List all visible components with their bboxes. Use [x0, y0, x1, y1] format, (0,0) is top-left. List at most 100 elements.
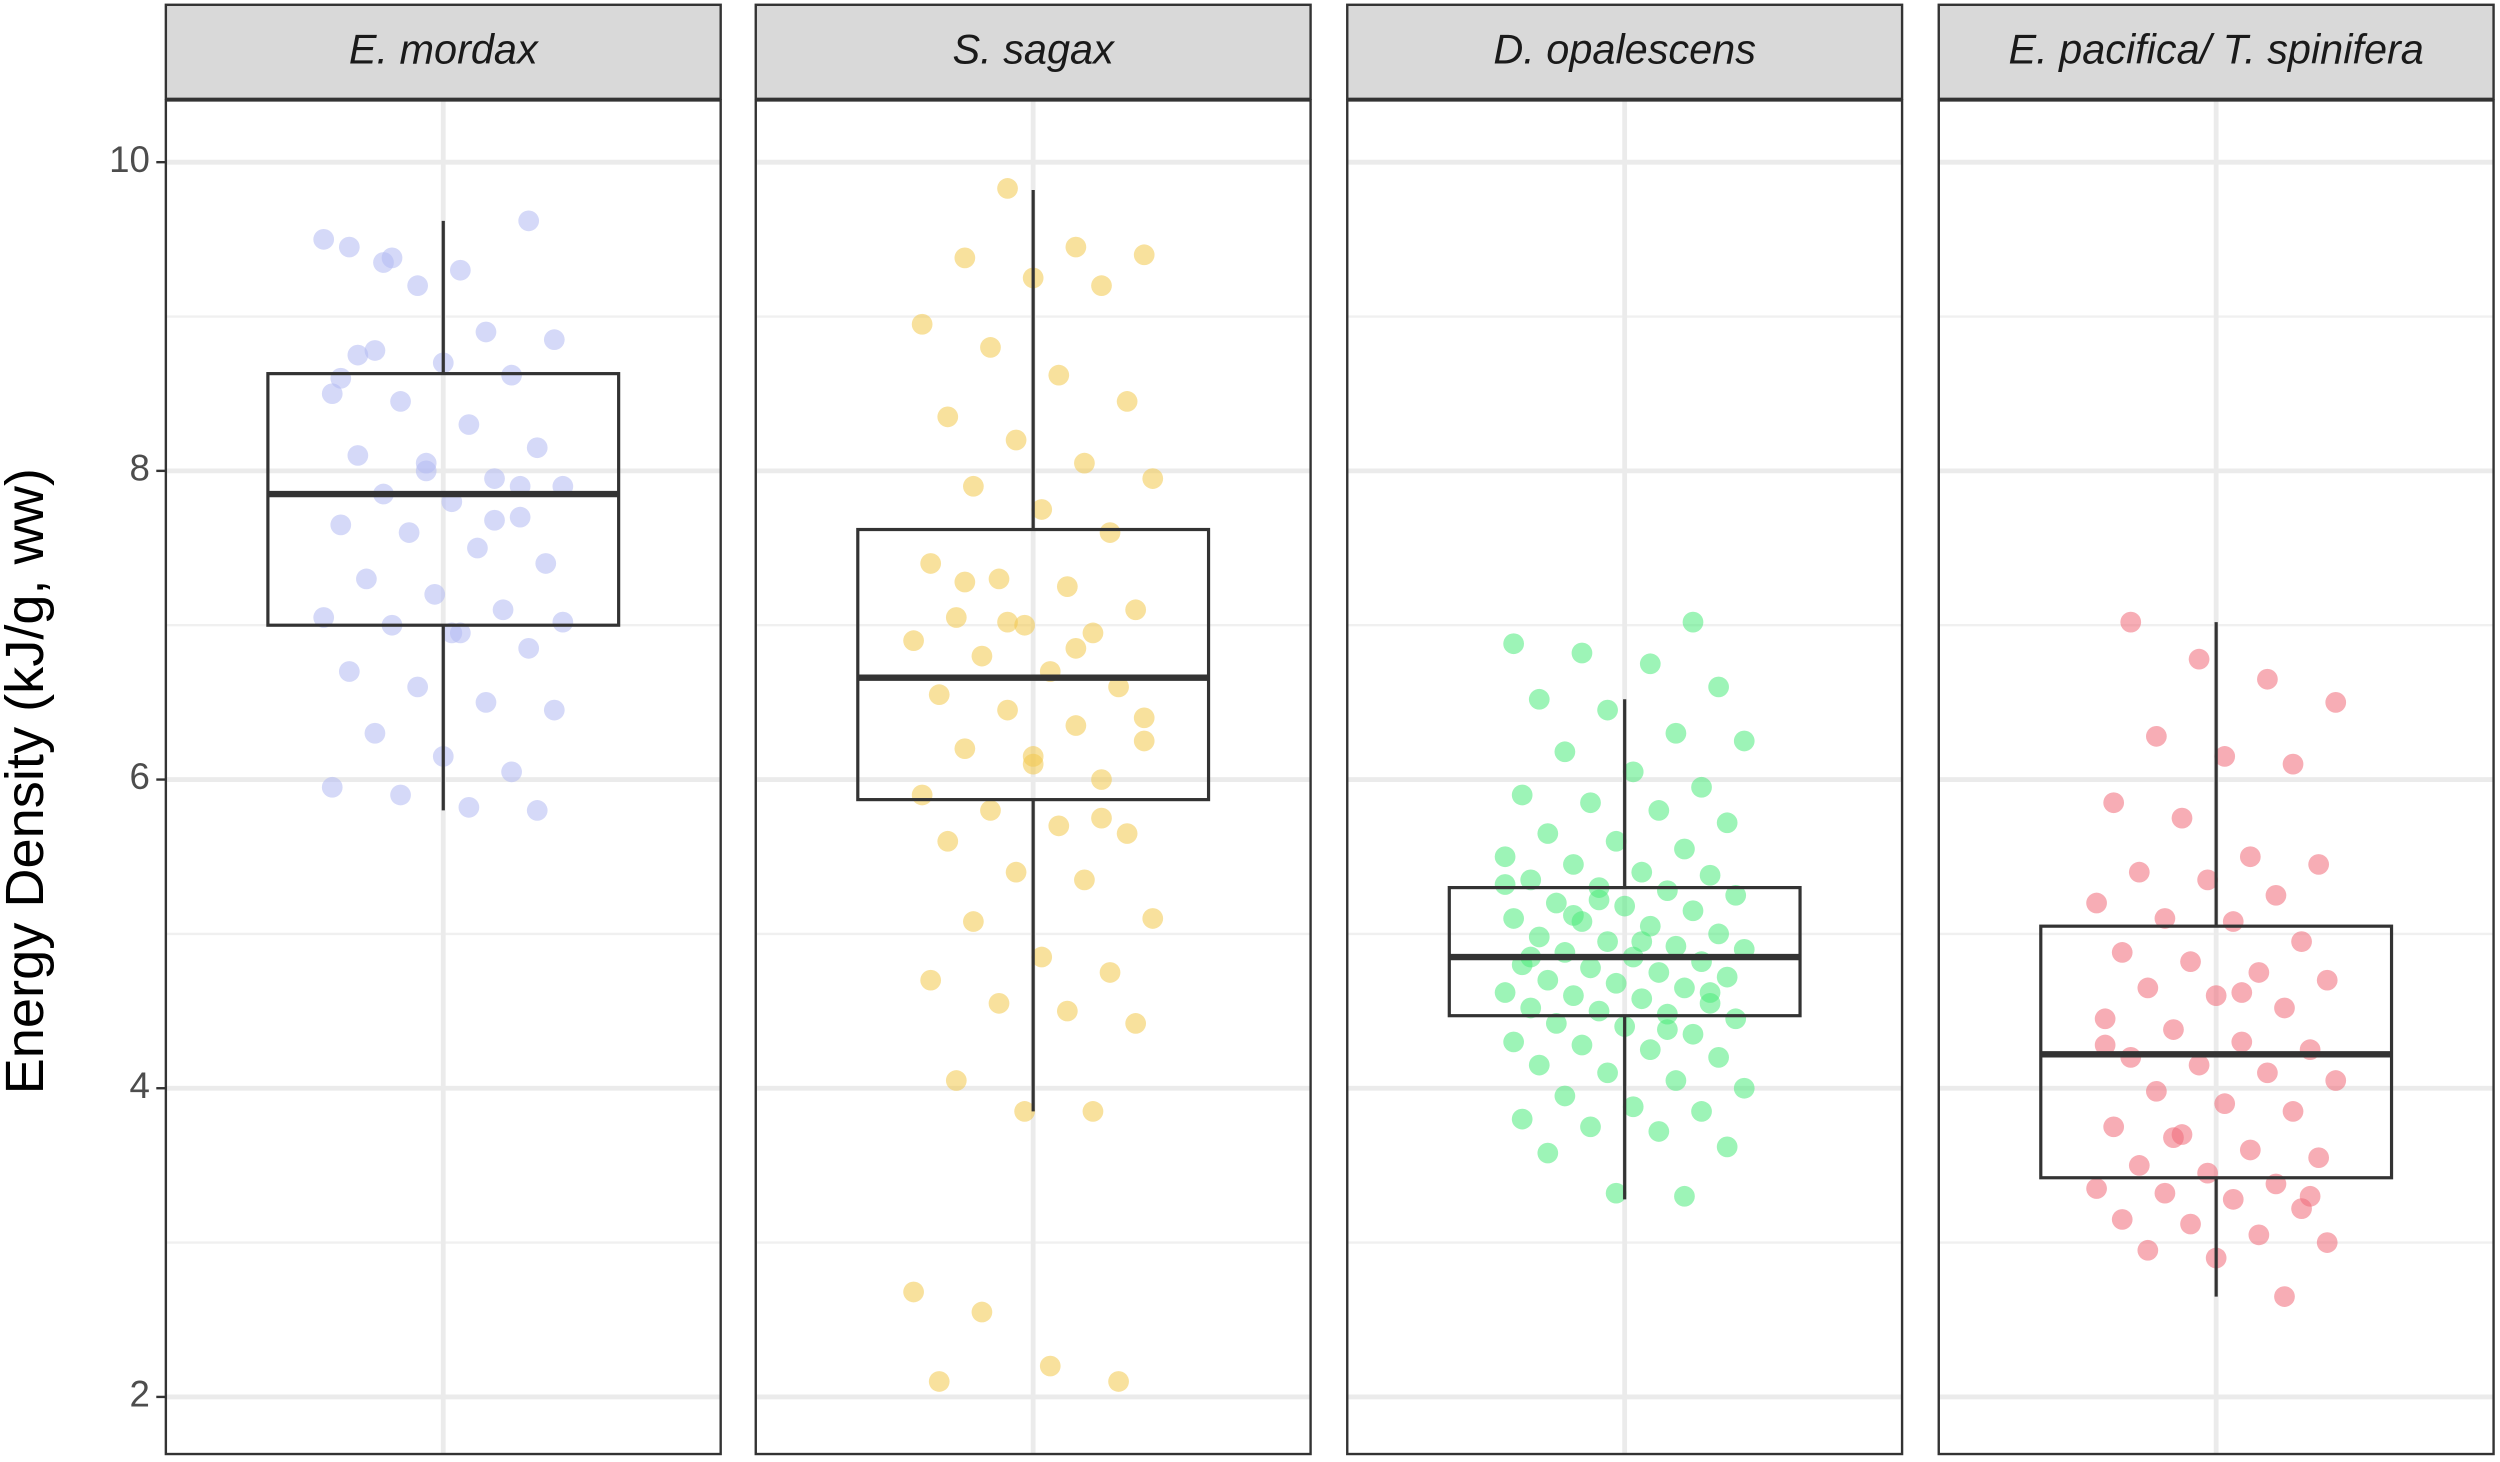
data-point	[2265, 884, 2287, 906]
data-point	[2154, 1182, 2176, 1204]
data-point	[1074, 452, 1095, 474]
data-point	[347, 344, 369, 366]
y-axis-title: Energy Density (kJ/g, ww)	[0, 468, 55, 1094]
data-point	[2086, 1178, 2107, 1199]
data-point	[1648, 800, 1670, 821]
panel-border	[1937, 99, 2495, 1456]
data-point	[1614, 895, 1636, 917]
data-point	[928, 1371, 950, 1392]
data-point	[1125, 1013, 1147, 1034]
data-point	[2111, 942, 2133, 963]
data-point	[1639, 653, 1661, 675]
data-point	[988, 992, 1010, 1014]
data-point	[1733, 1077, 1755, 1099]
data-point	[1665, 1070, 1687, 1091]
data-point	[1082, 622, 1104, 644]
data-point	[1580, 957, 1601, 979]
data-point	[526, 437, 548, 459]
data-point	[1125, 599, 1147, 621]
data-point	[1708, 1047, 1729, 1068]
facet-label: E. pacifica/ T. spinifera	[2008, 26, 2423, 73]
data-point	[1597, 931, 1618, 952]
data-point	[980, 800, 1001, 821]
data-point	[1682, 1023, 1704, 1045]
data-point	[1503, 908, 1524, 929]
data-point	[1648, 1121, 1670, 1142]
data-point	[937, 830, 959, 852]
data-point	[1631, 988, 1653, 1010]
data-point	[484, 468, 505, 489]
data-point	[1108, 1371, 1129, 1392]
data-point	[1511, 784, 1533, 806]
data-point	[945, 1070, 967, 1091]
data-point	[1725, 884, 1747, 906]
data-point	[997, 611, 1018, 633]
data-point	[467, 537, 488, 559]
data-point	[518, 210, 540, 232]
data-point	[2257, 1062, 2278, 1084]
data-point	[1116, 391, 1138, 412]
data-point	[475, 321, 497, 343]
data-point	[2094, 1034, 2116, 1056]
data-point	[1622, 761, 1644, 783]
data-point	[2222, 1188, 2244, 1210]
data-point	[1674, 977, 1695, 999]
data-point	[1682, 900, 1704, 922]
data-point	[347, 445, 369, 466]
data-point	[2239, 846, 2261, 868]
data-point	[2222, 911, 2244, 932]
data-point	[1005, 429, 1027, 451]
data-point	[1674, 1185, 1695, 1207]
data-point	[911, 784, 933, 806]
data-point	[1074, 869, 1095, 891]
data-point	[321, 383, 343, 405]
data-point	[1091, 769, 1112, 790]
data-point	[1597, 1062, 1618, 1084]
data-point	[1639, 915, 1661, 937]
data-point	[1520, 869, 1542, 891]
data-point	[2086, 892, 2107, 914]
data-point	[1116, 823, 1138, 844]
data-point	[1494, 874, 1516, 895]
data-point	[954, 247, 976, 269]
data-point	[1563, 905, 1584, 926]
data-point	[2316, 969, 2338, 991]
data-point	[2282, 753, 2304, 775]
data-point	[1733, 730, 1755, 752]
data-point	[2214, 1093, 2236, 1115]
data-point	[1133, 707, 1155, 729]
data-point	[1716, 1136, 1738, 1158]
data-point	[1563, 985, 1584, 1006]
data-point	[364, 722, 386, 744]
data-point	[2274, 1286, 2295, 1307]
data-point	[1056, 1000, 1078, 1022]
data-point	[928, 684, 950, 706]
data-point	[2146, 1080, 2167, 1102]
data-point	[1605, 830, 1627, 852]
data-point	[1099, 962, 1121, 983]
data-point	[1056, 576, 1078, 597]
data-point	[1699, 982, 1721, 1003]
data-point	[2188, 1054, 2210, 1076]
data-point	[2180, 1213, 2201, 1235]
data-point	[1022, 746, 1044, 767]
data-point	[1091, 807, 1112, 829]
data-point	[1133, 244, 1155, 266]
data-point	[1528, 1054, 1550, 1076]
data-point	[963, 911, 984, 932]
data-point	[1048, 815, 1070, 837]
data-point	[2120, 611, 2142, 633]
data-point	[2103, 792, 2125, 814]
data-point	[2171, 807, 2193, 829]
data-point	[330, 514, 352, 536]
data-point	[1725, 1008, 1747, 1030]
facet-strip	[1937, 3, 2495, 101]
data-point	[424, 583, 446, 605]
data-point	[373, 252, 394, 273]
data-point	[321, 776, 343, 798]
data-point	[911, 313, 933, 335]
data-point	[313, 607, 335, 628]
data-point	[1554, 1085, 1576, 1107]
